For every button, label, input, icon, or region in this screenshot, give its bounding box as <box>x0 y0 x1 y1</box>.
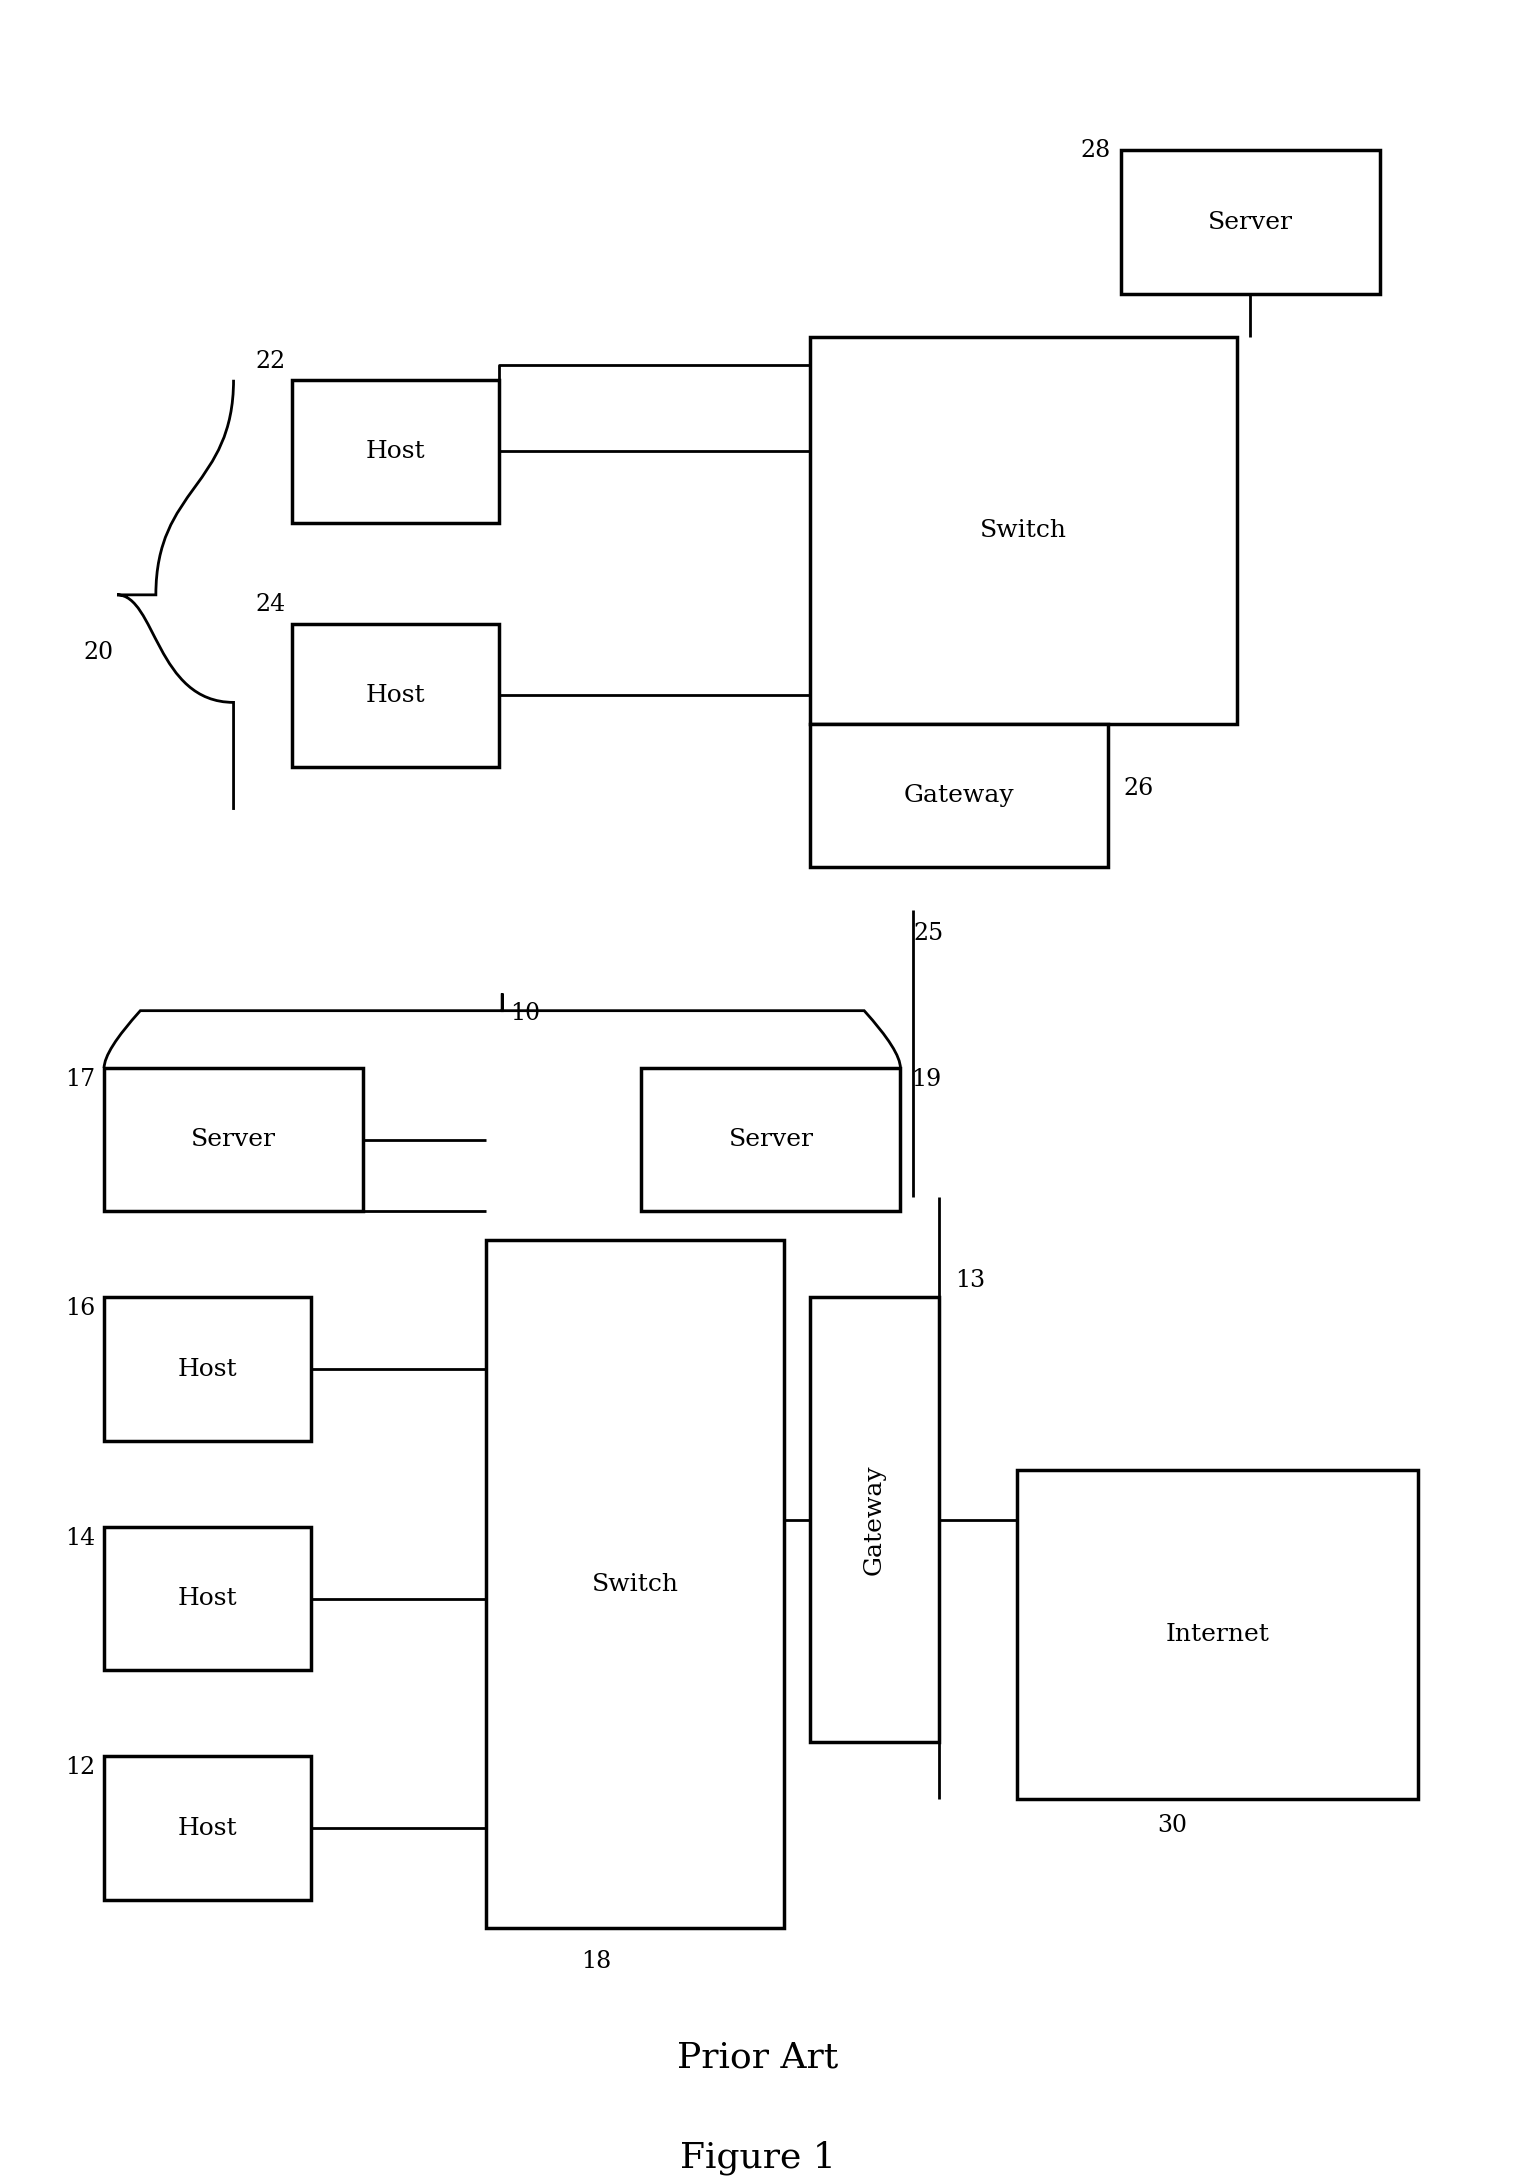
Bar <box>487 1239 784 1929</box>
Text: 25: 25 <box>914 921 943 945</box>
Text: 13: 13 <box>955 1268 985 1292</box>
Text: 18: 18 <box>581 1951 611 1973</box>
Text: 17: 17 <box>65 1067 96 1091</box>
Text: Host: Host <box>177 1815 238 1839</box>
Bar <box>641 1067 901 1211</box>
Text: 10: 10 <box>509 1002 540 1026</box>
Bar <box>105 1527 311 1669</box>
Text: Gateway: Gateway <box>863 1464 885 1575</box>
Bar <box>810 336 1237 724</box>
Text: Server: Server <box>729 1128 814 1152</box>
Text: 19: 19 <box>911 1067 941 1091</box>
Bar <box>1017 1468 1419 1800</box>
Text: Internet: Internet <box>1166 1623 1269 1645</box>
Text: Switch: Switch <box>591 1573 679 1595</box>
Text: Host: Host <box>365 441 424 463</box>
Text: 16: 16 <box>65 1298 96 1320</box>
Text: 26: 26 <box>1123 777 1154 801</box>
Bar <box>810 1298 940 1741</box>
Text: 30: 30 <box>1157 1813 1187 1837</box>
Text: 22: 22 <box>255 349 285 373</box>
Bar <box>105 1757 311 1901</box>
Text: 14: 14 <box>65 1527 96 1549</box>
Bar <box>810 724 1108 866</box>
Text: Prior Art: Prior Art <box>678 2040 838 2075</box>
Text: Host: Host <box>177 1357 238 1381</box>
Text: Server: Server <box>1208 209 1293 233</box>
Text: Gateway: Gateway <box>904 783 1014 807</box>
Text: 28: 28 <box>1079 140 1110 161</box>
Bar <box>1120 151 1380 295</box>
Text: 12: 12 <box>65 1757 96 1778</box>
Text: Switch: Switch <box>979 519 1067 541</box>
Text: Host: Host <box>177 1586 238 1610</box>
Bar <box>105 1067 362 1211</box>
Bar <box>291 380 499 524</box>
Text: 20: 20 <box>83 642 114 663</box>
Text: Server: Server <box>191 1128 276 1152</box>
Text: Host: Host <box>365 683 424 707</box>
Text: 24: 24 <box>255 594 285 615</box>
Bar <box>105 1298 311 1440</box>
Bar <box>291 624 499 766</box>
Text: Figure 1: Figure 1 <box>681 2141 835 2175</box>
